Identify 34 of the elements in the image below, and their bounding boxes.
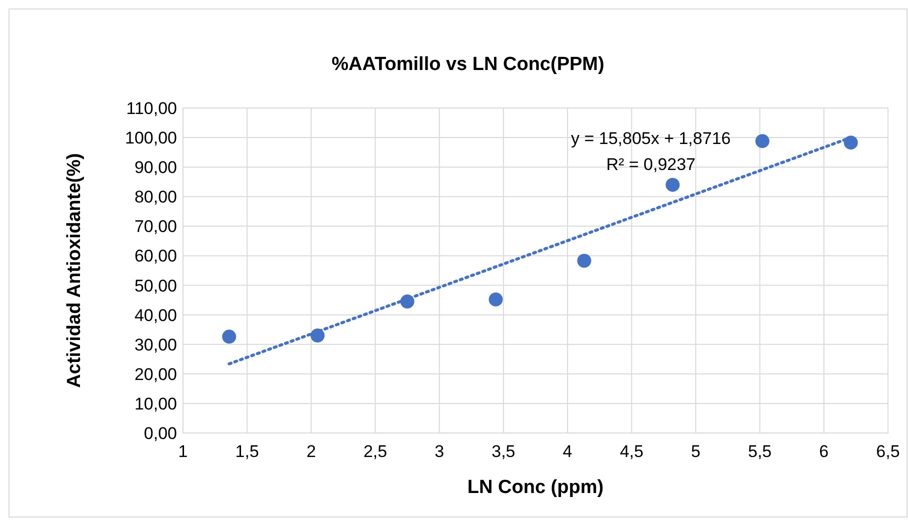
x-tick-label: 3 [434, 442, 444, 461]
y-tick-label: 70,00 [134, 217, 177, 236]
y-tick-label: 40,00 [134, 306, 177, 325]
point [755, 134, 770, 148]
y-tick-label: 30,00 [134, 335, 177, 354]
point [222, 330, 236, 344]
x-tick-label: 4 [562, 442, 572, 461]
y-tick-label: 0,00 [144, 424, 177, 443]
x-tick-label: 5 [690, 442, 700, 461]
x-tick-label: 1 [178, 442, 188, 461]
y-axis-title: Actividad Antioxidante(%) [64, 153, 85, 388]
x-tick-label: 2 [306, 442, 316, 461]
y-tick-label: 80,00 [134, 188, 177, 207]
x-tick-label: 2,5 [363, 442, 388, 461]
y-tick-label: 60,00 [134, 246, 177, 266]
x-axis-title: LN Conc (ppm) [467, 477, 604, 498]
y-tick-label: 50,00 [134, 276, 177, 296]
x-tick-label: 1,5 [235, 442, 259, 461]
y-tick-label: 110,00 [126, 99, 177, 118]
y-tick-label: 20,00 [134, 364, 177, 384]
y-tick-label: 100,00 [125, 128, 177, 148]
annotation: R² = 0,9237 [606, 155, 696, 174]
x-tick-label: 6 [819, 442, 829, 461]
x-tick-label: 6,5 [876, 442, 900, 461]
y-tick-label: 90,00 [134, 158, 177, 178]
annotation: y = 15,805x + 1,8716 [570, 129, 731, 148]
chart-title: %AATomillo vs LN Conc(PPM) [332, 54, 604, 75]
y-tick-label: 10,00 [134, 394, 177, 414]
point [666, 178, 680, 192]
point [577, 254, 592, 268]
x-tick-label: 4,5 [620, 442, 644, 461]
point [488, 292, 503, 306]
x-tick-label: 5,5 [748, 442, 772, 461]
x-tick-label: 3,5 [492, 442, 516, 461]
